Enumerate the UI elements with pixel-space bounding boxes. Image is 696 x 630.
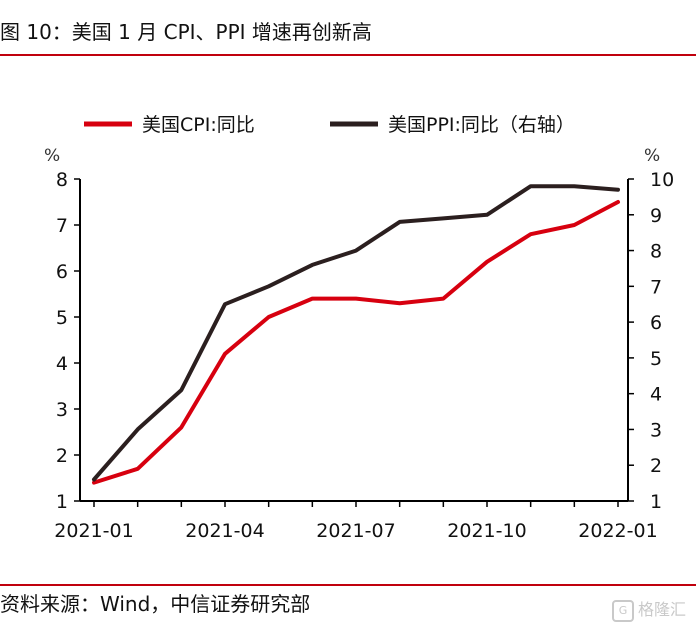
left-axis-tick-label: 1 [56, 491, 68, 513]
legend: 美国CPI:同比 美国PPI:同比（右轴） [84, 114, 575, 136]
axes: 1 2 3 4 5 6 7 8% 1 2 3 4 5 6 7 8 9 10% 2021-01 2021-04 2021-… [44, 146, 674, 542]
right-axis-tick-label: 5 [650, 348, 662, 370]
left-axis-tick-label: 2 [56, 445, 68, 467]
left-axis-tick-label: 8 [56, 169, 68, 191]
right-axis-tick-label: 4 [650, 384, 662, 406]
x-axis-tick-label: 2021-07 [316, 520, 395, 542]
cpi-series-line [92, 200, 620, 485]
watermark-logo-icon: G [611, 599, 634, 622]
watermark: G 格隆汇 [611, 596, 686, 622]
x-axis-tick-label: 2022-01 [578, 520, 657, 542]
source-note: 资料来源：Wind，中信证券研究部 [0, 592, 311, 616]
ppi-series-line [92, 184, 620, 482]
right-axis-tick-label: 1 [650, 491, 662, 513]
watermark-text: 格隆汇 [637, 600, 686, 619]
left-axis-tick-label: 7 [56, 215, 68, 237]
left-axis-unit: % [44, 146, 60, 166]
right-axis-tick-label: 9 [650, 205, 662, 227]
right-axis-unit: % [644, 146, 660, 166]
right-axis-tick-label: 10 [650, 169, 674, 191]
right-axis-tick-label: 6 [650, 312, 662, 334]
legend-label-cpi: 美国CPI:同比 [142, 114, 255, 136]
chart-canvas: 美国CPI:同比 美国PPI:同比（右轴） 12345678%1234567891… [44, 114, 674, 542]
left-axis-tick-label: 4 [56, 353, 68, 375]
title-divider [0, 54, 696, 56]
x-axis-tick-label: 2021-01 [54, 520, 133, 542]
left-axis-tick-label: 3 [56, 399, 68, 421]
right-axis-tick-label: 8 [650, 241, 662, 263]
x-axis-tick-label: 2021-04 [185, 520, 264, 542]
left-axis-tick-label: 5 [56, 307, 68, 329]
x-axis-tick-label: 2021-10 [447, 520, 526, 542]
right-axis-tick-label: 7 [650, 276, 662, 298]
chart-title: 图 10：美国 1 月 CPI、PPI 增速再创新高 [0, 20, 372, 44]
right-axis-tick-label: 2 [650, 455, 662, 477]
source-divider [0, 584, 696, 586]
left-axis-tick-label: 6 [56, 261, 68, 283]
legend-label-ppi: 美国PPI:同比（右轴） [388, 114, 575, 136]
right-axis-tick-label: 3 [650, 419, 662, 441]
series-lines [92, 184, 620, 485]
